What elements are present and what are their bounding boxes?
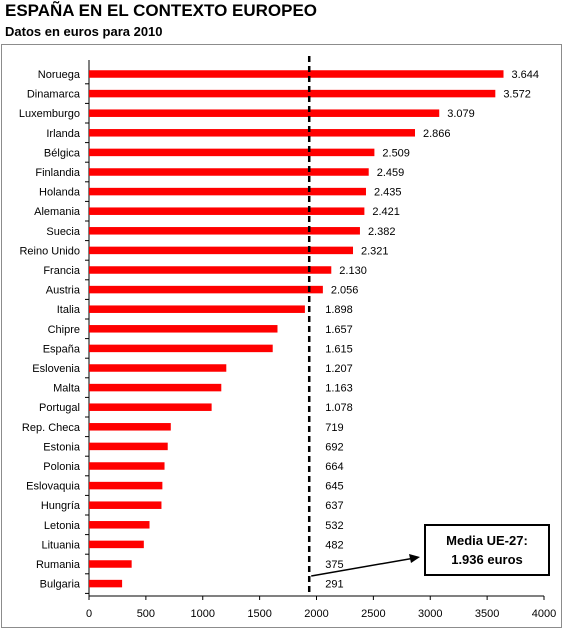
bar xyxy=(89,501,162,509)
bar xyxy=(89,344,273,353)
category-label: Estonia xyxy=(43,441,81,453)
category-label: Suecia xyxy=(46,226,81,238)
bar xyxy=(89,187,366,196)
value-label: 719 xyxy=(325,422,343,434)
bar xyxy=(89,168,369,176)
value-label: 2.321 xyxy=(361,245,389,257)
category-label: Reino Unido xyxy=(19,245,80,257)
x-tick-label: 4000 xyxy=(532,608,556,620)
bar xyxy=(89,423,171,431)
value-label: 2.421 xyxy=(372,206,400,218)
bar xyxy=(89,305,305,313)
category-label: Polonia xyxy=(43,461,81,473)
bar xyxy=(89,285,323,294)
chart-title: ESPAÑA EN EL CONTEXTO EUROPEO xyxy=(5,1,318,20)
value-label: 3.079 xyxy=(447,108,475,120)
x-tick-label: 1000 xyxy=(191,608,215,620)
bar xyxy=(89,129,416,137)
x-tick-label: 3000 xyxy=(418,608,442,620)
category-label: Rep. Checa xyxy=(22,422,81,434)
category-label: Eslovenia xyxy=(32,363,81,375)
bar xyxy=(89,579,123,588)
category-label: Italia xyxy=(57,304,81,316)
bar xyxy=(89,560,132,568)
category-label: Noruega xyxy=(38,69,81,81)
value-label: 1.163 xyxy=(325,383,353,395)
bar xyxy=(89,481,163,490)
bar xyxy=(89,70,504,78)
category-label: Rumania xyxy=(36,559,81,571)
bar xyxy=(89,89,496,98)
category-label: Chipre xyxy=(48,324,80,336)
category-label: Austria xyxy=(46,285,81,297)
annotation-arrow xyxy=(311,557,415,577)
category-label: Letonia xyxy=(44,520,81,532)
category-label: Hungría xyxy=(41,500,81,512)
category-label: Francia xyxy=(43,265,81,277)
value-label: 482 xyxy=(325,539,343,551)
value-label: 2.459 xyxy=(377,167,405,179)
category-label: España xyxy=(43,343,81,355)
bar xyxy=(89,383,222,392)
chart-frame xyxy=(1,44,562,628)
chart-subtitle: Datos en euros para 2010 xyxy=(5,24,163,39)
value-label: 2.509 xyxy=(382,147,410,159)
x-tick-label: 1500 xyxy=(247,608,271,620)
bar xyxy=(89,227,360,235)
bar xyxy=(89,246,354,255)
value-label: 532 xyxy=(325,520,343,532)
category-label: Holanda xyxy=(39,187,81,199)
value-label: 645 xyxy=(325,481,343,493)
category-label: Portugal xyxy=(39,402,80,414)
value-label: 2.866 xyxy=(423,128,451,140)
value-label: 3.644 xyxy=(512,69,540,81)
value-label: 637 xyxy=(325,500,343,512)
bar xyxy=(89,442,168,451)
x-tick-label: 0 xyxy=(86,608,92,620)
bar xyxy=(89,148,375,157)
value-label: 1.078 xyxy=(325,402,353,414)
category-label: Irlanda xyxy=(46,128,81,140)
value-label: 1.615 xyxy=(325,343,353,355)
average-annotation-box: Media UE-27: 1.936 euros xyxy=(424,524,550,576)
x-tick-label: 2500 xyxy=(361,608,385,620)
category-label: Finlandia xyxy=(35,167,81,179)
category-label: Luxemburgo xyxy=(19,108,80,120)
bar xyxy=(89,109,440,117)
bar xyxy=(89,364,227,372)
category-label: Alemania xyxy=(34,206,81,218)
value-label: 291 xyxy=(325,579,343,591)
x-tick-label: 3500 xyxy=(475,608,499,620)
value-label: 375 xyxy=(325,559,343,571)
x-tick-label: 500 xyxy=(137,608,155,620)
average-annotation-line1: Media UE-27: xyxy=(446,533,528,548)
category-label: Malta xyxy=(53,383,81,395)
category-label: Eslovaquia xyxy=(26,481,81,493)
value-label: 2.382 xyxy=(368,226,396,238)
value-label: 2.056 xyxy=(331,285,359,297)
value-label: 3.572 xyxy=(503,89,531,101)
bar xyxy=(89,540,144,549)
bar xyxy=(89,403,212,411)
category-label: Bélgica xyxy=(44,147,81,159)
value-label: 2.435 xyxy=(374,187,402,199)
bar xyxy=(89,521,150,529)
annotation-arrowhead xyxy=(409,554,420,563)
category-label: Bulgaria xyxy=(40,579,81,591)
value-label: 1.657 xyxy=(325,324,353,336)
category-label: Dinamarca xyxy=(27,89,81,101)
bar xyxy=(89,207,365,215)
average-annotation-line2: 1.936 euros xyxy=(451,552,523,567)
value-label: 692 xyxy=(325,441,343,453)
x-tick-label: 2000 xyxy=(304,608,328,620)
value-label: 1.898 xyxy=(325,304,353,316)
bar xyxy=(89,325,278,333)
value-label: 1.207 xyxy=(325,363,353,375)
bar xyxy=(89,266,332,274)
value-label: 2.130 xyxy=(339,265,367,277)
value-label: 664 xyxy=(325,461,343,473)
bar xyxy=(89,462,165,470)
category-label: Lituania xyxy=(41,539,80,551)
